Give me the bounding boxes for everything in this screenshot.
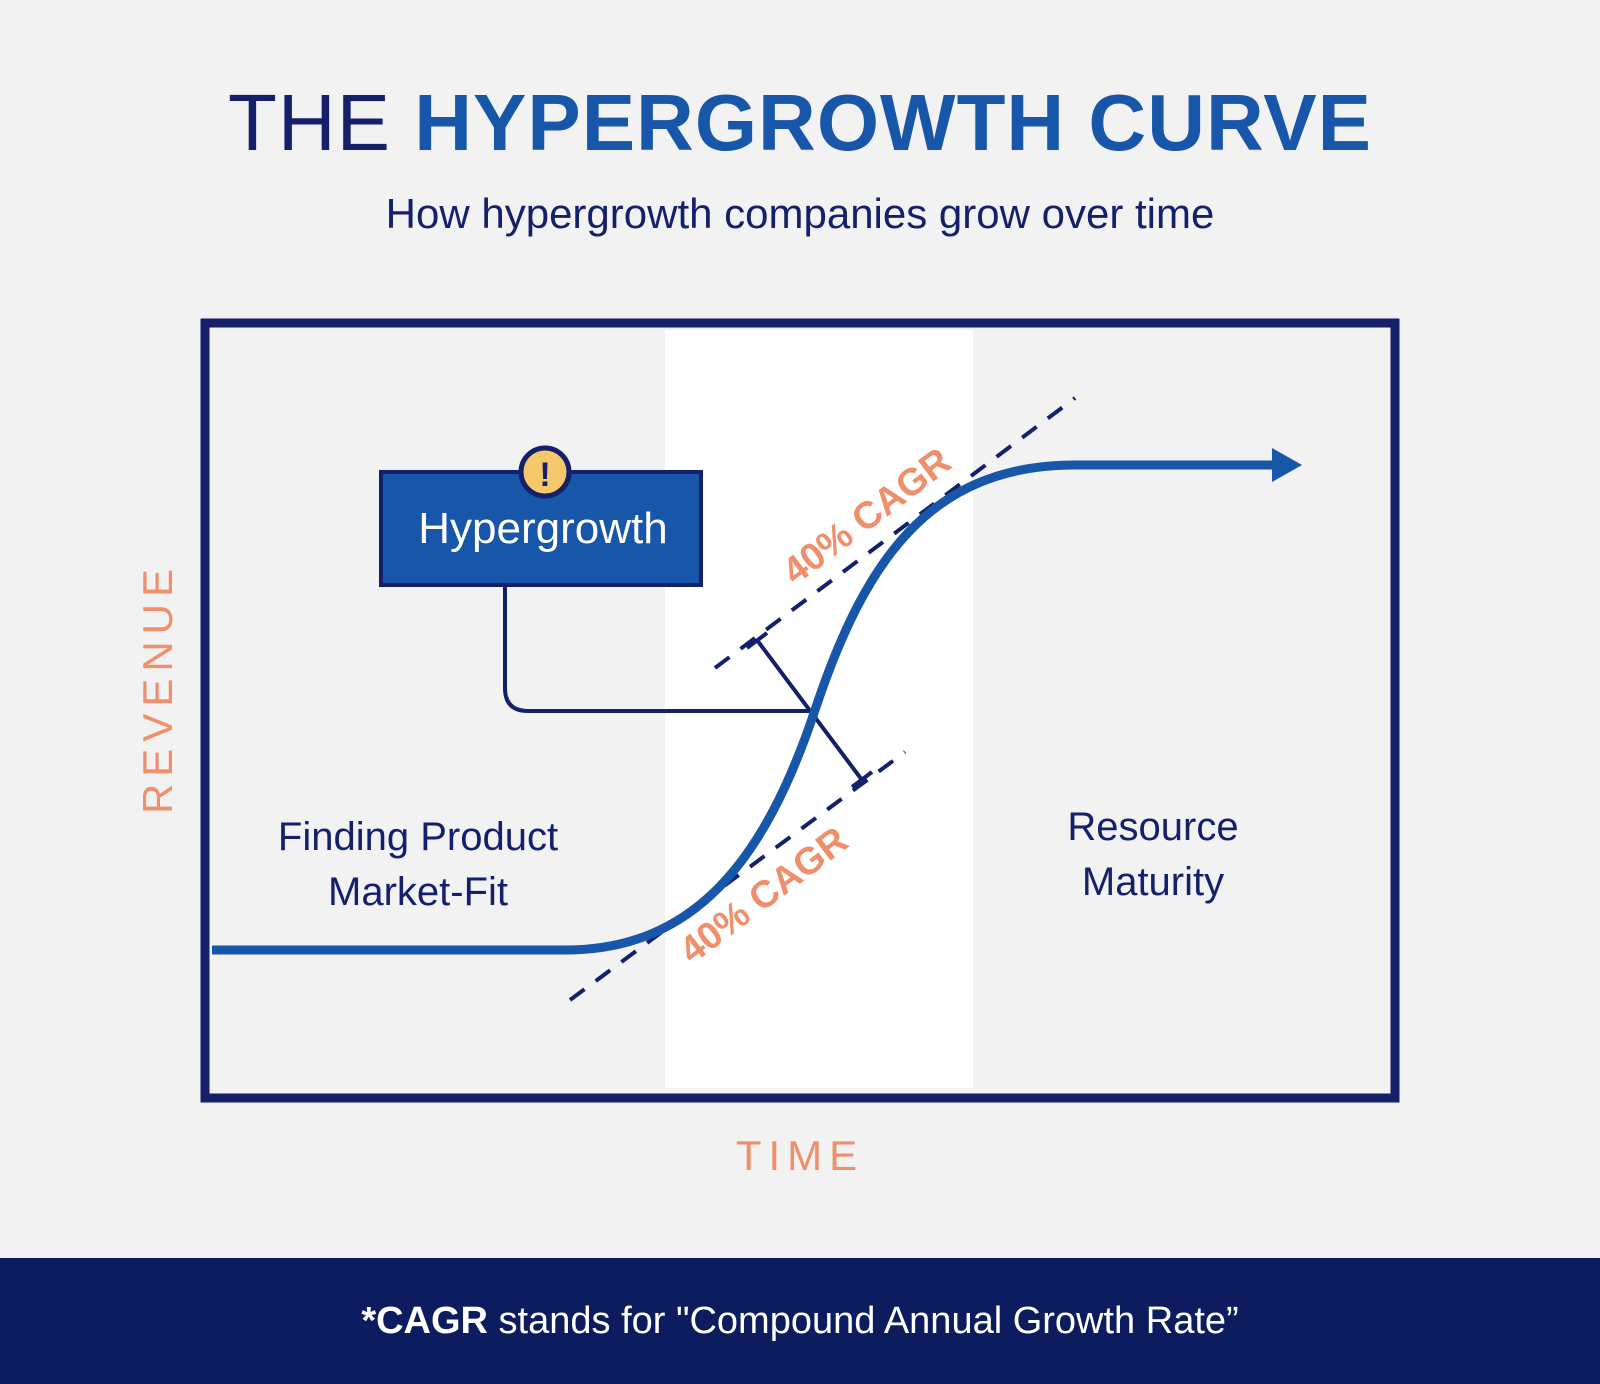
page-subtitle: How hypergrowth companies grow over time (385, 190, 1215, 237)
callout-connector (503, 585, 815, 713)
upper-tangent-line (713, 396, 1077, 670)
callout-label: Hypergrowth (418, 504, 667, 553)
curve-arrowhead (1272, 448, 1302, 482)
chart-frame (200, 318, 1400, 1103)
phase-left-line-1: Finding Product (278, 815, 558, 859)
alert-icon: ! (539, 456, 550, 494)
growth-curve (212, 460, 1285, 955)
title-light: THE (227, 78, 391, 167)
phase-right-line-2: Maturity (1082, 860, 1224, 904)
phase-right-line-1: Resource (1067, 805, 1238, 849)
phase-left-line-2: Market-Fit (328, 870, 508, 914)
hypergrowth-diagram: Hypergrowth ! 40% CAGR 40% CAGR Finding … (134, 318, 1400, 1179)
page-title: THE HYPERGROWTH CURVE (0, 78, 1600, 168)
footer-text: stands for "Compound Annual Growth Rate” (488, 1300, 1239, 1342)
footer-bold: *CAGR (361, 1300, 488, 1342)
alert-badge (518, 445, 572, 499)
y-axis-label: REVENUE (134, 562, 181, 814)
measure-cap-bottom (850, 770, 874, 789)
title-bold: HYPERGROWTH CURVE (414, 78, 1373, 167)
footer-note: *CAGR stands for "Compound Annual Growth… (0, 1258, 1600, 1384)
x-axis-label: TIME (736, 1132, 864, 1179)
lower-tangent-line (568, 750, 907, 1002)
measure-cap-top (745, 631, 769, 650)
